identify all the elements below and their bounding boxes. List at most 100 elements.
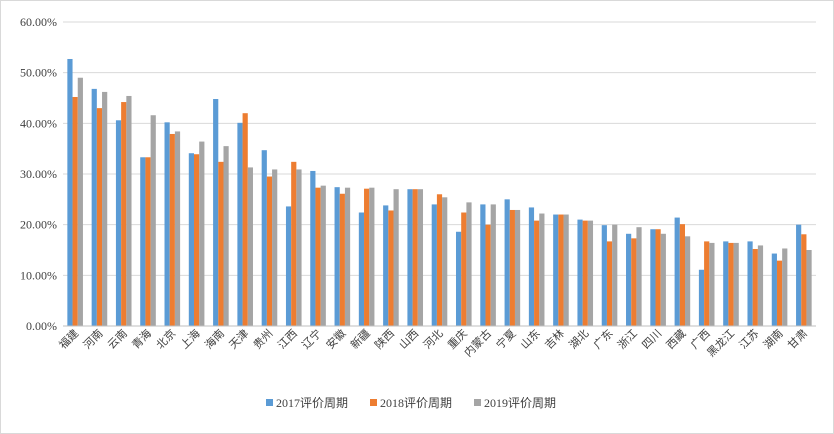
x-category-label: 贵州 [251, 327, 276, 352]
x-category-label: 安徽 [323, 326, 348, 351]
bar-3-广西 [709, 242, 715, 326]
bar-3-安徽 [344, 187, 351, 326]
bar-2-重庆 [461, 212, 467, 326]
bar-3-北京 [174, 131, 181, 326]
x-category-label: 海南 [202, 326, 227, 351]
bar-3-吉林 [563, 214, 569, 326]
x-category-label: 江苏 [737, 327, 762, 352]
bar-2-山西 [412, 189, 418, 326]
legend-entry: 2018评价周期 [380, 396, 452, 410]
bar-1-河南 [91, 88, 97, 326]
y-tick-label: 60.00% [20, 15, 57, 29]
bar-1-西藏 [674, 217, 680, 326]
bar-2-宁夏 [509, 209, 515, 326]
bar-3-浙江 [636, 227, 642, 326]
x-category-label: 四川 [639, 327, 664, 352]
x-category-label: 西藏 [664, 327, 689, 352]
bar-2-湖北 [582, 220, 588, 326]
bar-3-甘肃 [806, 250, 812, 326]
y-axis-tick-labels: 0.00% 10.00% 20.00% 30.00% 40.00% 50.00% 60.00… [20, 15, 57, 333]
x-category-label: 宁夏 [493, 326, 518, 351]
bar-3-山东 [539, 213, 545, 326]
bar-2-江苏 [752, 248, 758, 326]
x-category-label: 山西 [397, 327, 422, 352]
x-category-label: 山东 [518, 327, 543, 352]
bar-3-江西 [296, 169, 302, 326]
bar-1-江苏 [747, 241, 753, 326]
bar-1-江西 [285, 206, 292, 326]
bar-1-安徽 [334, 187, 340, 326]
bar-3-湖北 [587, 220, 594, 326]
bar-2-黑龙江 [728, 242, 734, 326]
bar-3-河南 [102, 91, 108, 326]
bar-1-新疆 [358, 212, 365, 326]
gridlines [63, 21, 816, 276]
bar-1-内蒙古 [480, 204, 486, 326]
y-tick-label: 0.00% [26, 319, 57, 333]
bar-2-上海 [194, 154, 200, 326]
bar-1-贵州 [261, 150, 267, 326]
bar-1-宁夏 [504, 199, 510, 326]
x-category-label: 广东 [591, 327, 616, 352]
bar-1-云南 [115, 120, 122, 326]
legend-entry: 2019评价周期 [484, 396, 556, 410]
x-category-label: 浙江 [615, 327, 640, 352]
bar-1-黑龙江 [723, 241, 729, 326]
bar-2-甘肃 [801, 234, 807, 326]
bar-2-河南 [96, 108, 103, 326]
x-category-label: 北京 [153, 326, 178, 351]
bar-1-青海 [140, 157, 146, 326]
bar-1-甘肃 [796, 224, 802, 326]
x-category-label: 吉林 [542, 326, 567, 351]
bar-3-陕西 [393, 189, 399, 326]
bar-3-海南 [223, 146, 229, 326]
bar-1-湖北 [577, 219, 583, 326]
bar-1-北京 [164, 122, 170, 326]
x-category-label: 内蒙古 [461, 326, 494, 359]
x-category-label: 黑龙江 [705, 327, 738, 360]
bar-3-黑龙江 [733, 242, 739, 326]
x-category-label: 辽宁 [299, 326, 324, 351]
bar-3-贵州 [272, 169, 278, 326]
bar-2-福建 [72, 96, 78, 327]
y-tick-label: 40.00% [20, 116, 57, 130]
bar-2-北京 [169, 133, 175, 326]
bar-2-辽宁 [315, 187, 321, 326]
bar-1-吉林 [553, 214, 559, 326]
bar-2-海南 [218, 161, 224, 326]
bar-2-吉林 [558, 214, 564, 326]
bar-3-广东 [612, 224, 618, 326]
legend-entry: 2017评价周期 [276, 396, 348, 410]
bar-2-云南 [121, 102, 127, 326]
bar-3-河北 [442, 197, 448, 326]
bar-1-四川 [650, 229, 656, 326]
bar-3-天津 [247, 167, 253, 326]
x-category-label: 青海 [129, 326, 154, 351]
bar-1-辽宁 [310, 170, 316, 326]
bar-3-福建 [77, 77, 83, 326]
bar-1-广东 [601, 225, 607, 326]
bar-2-贵州 [266, 176, 273, 326]
bar-1-上海 [188, 153, 194, 326]
bars [67, 58, 812, 327]
y-tick-label: 20.00% [20, 218, 57, 232]
bar-2-内蒙古 [485, 224, 491, 326]
bar-2-广西 [704, 241, 710, 326]
legend-swatch [370, 399, 377, 406]
bar-2-新疆 [364, 188, 370, 326]
x-category-label: 湖南 [761, 327, 786, 352]
bar-3-山西 [417, 189, 424, 326]
bar-3-新疆 [369, 187, 375, 326]
x-category-label: 河南 [81, 327, 106, 352]
x-category-label: 福建 [56, 326, 81, 351]
y-tick-label: 10.00% [20, 268, 57, 282]
bar-2-河北 [436, 194, 443, 326]
bar-3-内蒙古 [490, 204, 496, 326]
x-axis-category-labels: 福建 河南 云南 青海 北京 上海 海南 天津 贵州 江西 辽宁 安徽 新疆 陕西 山西 河北 重庆内蒙古 宁夏山… [56, 326, 810, 359]
bar-1-山西 [407, 189, 413, 326]
x-category-label: 河北 [421, 327, 446, 352]
bar-1-重庆 [455, 231, 462, 326]
legend-swatch [266, 399, 273, 406]
x-category-label: 甘肃 [785, 327, 810, 352]
